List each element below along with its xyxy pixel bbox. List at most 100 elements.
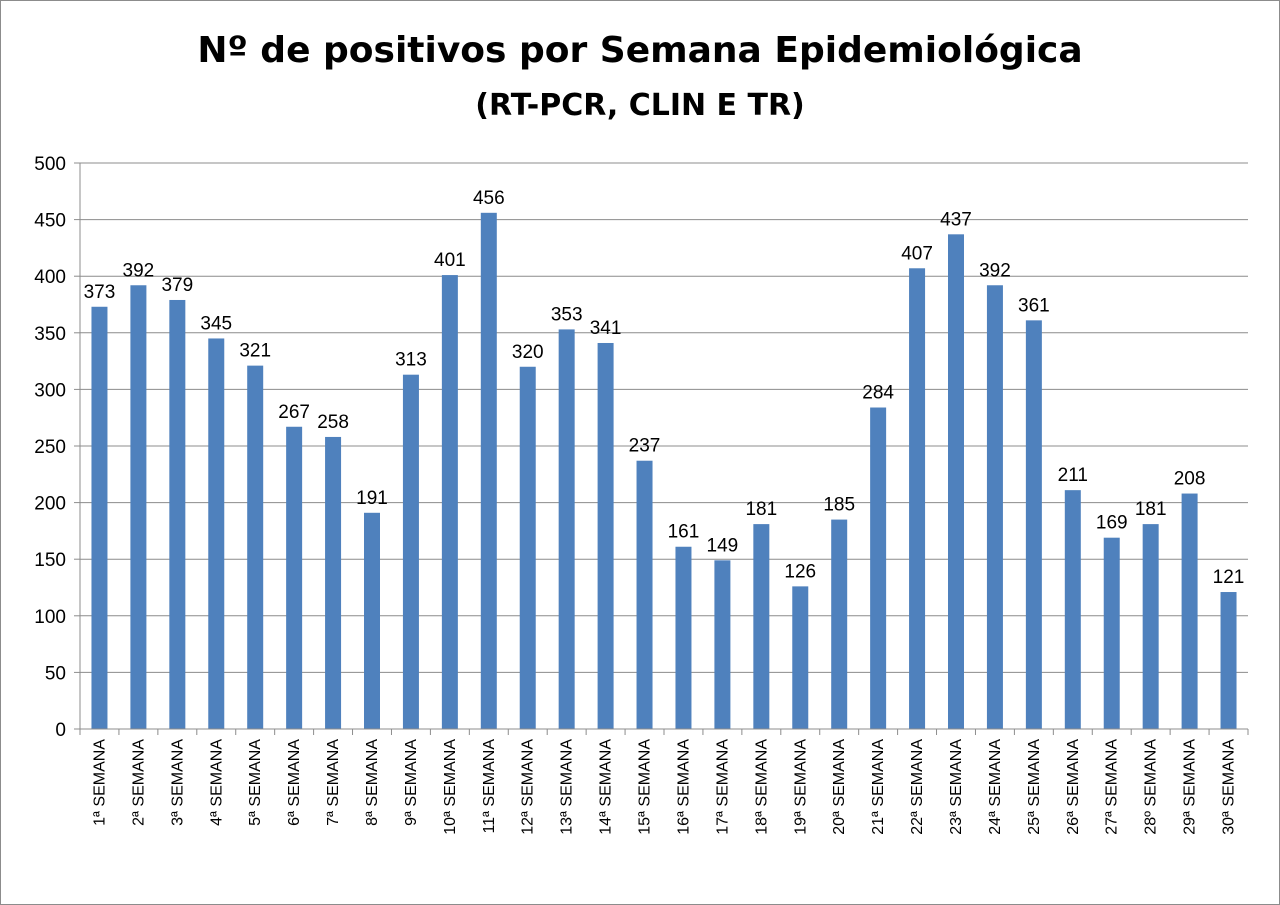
bar: [558, 329, 575, 729]
bar: [675, 546, 692, 729]
bar: [597, 342, 614, 729]
x-tick-label: 26ª SEMANA: [1065, 739, 1082, 835]
y-tick-label: 200: [34, 494, 66, 515]
x-tick-label: 8ª SEMANA: [364, 739, 381, 826]
data-label: 169: [1096, 513, 1128, 534]
bar: [208, 338, 225, 729]
data-label: 191: [356, 488, 388, 509]
x-tick-label: 25ª SEMANA: [1026, 739, 1043, 835]
y-tick-label: 100: [34, 607, 66, 628]
chart-title: Nº de positivos por Semana Epidemiológic…: [197, 30, 1083, 71]
y-tick-label: 500: [34, 154, 66, 175]
data-label: 401: [434, 250, 466, 271]
x-tick-label: 29ª SEMANA: [1182, 739, 1199, 835]
x-tick-label: 7ª SEMANA: [325, 739, 342, 826]
x-tick-label: 18ª SEMANA: [753, 739, 770, 835]
data-label: 149: [707, 535, 739, 556]
bar: [831, 519, 848, 729]
bar: [909, 268, 926, 729]
x-tick-label: 2ª SEMANA: [130, 739, 147, 826]
axes: [79, 163, 1248, 730]
bar: [519, 366, 536, 729]
y-tick-label: 350: [34, 324, 66, 345]
data-label: 161: [668, 522, 700, 543]
data-label: 361: [1018, 295, 1050, 316]
x-tick-label: 14ª SEMANA: [598, 739, 615, 835]
y-axis-ticks: 0 50 100 150 200 250 300 350 400 450 500: [34, 154, 80, 741]
x-tick-label: 11ª SEMANA: [481, 739, 498, 834]
data-label: 267: [278, 402, 310, 423]
bar: [286, 426, 303, 729]
chart-subtitle: (RT-PCR, CLIN E TR): [475, 88, 805, 123]
x-tick-label: 12ª SEMANA: [520, 739, 537, 835]
data-labels: 373 392 379 345 321 267 258 191 313 401 456 320 353 3…: [84, 188, 1245, 588]
data-label: 345: [200, 313, 232, 334]
bar: [1142, 524, 1159, 729]
data-label: 181: [1135, 499, 1167, 520]
data-label: 211: [1058, 465, 1088, 486]
data-label: 353: [551, 304, 583, 325]
bar: [792, 586, 809, 729]
x-tick-label: 23ª SEMANA: [948, 739, 965, 835]
data-label: 373: [84, 282, 116, 303]
x-tick-label: 17ª SEMANA: [714, 739, 731, 835]
x-tick-label: 1ª SEMANA: [91, 739, 108, 826]
data-label: 321: [239, 341, 271, 362]
data-label: 181: [745, 499, 777, 520]
gridlines: [80, 162, 1248, 673]
bar: [986, 285, 1003, 729]
data-label: 407: [901, 243, 933, 264]
data-label: 437: [940, 209, 972, 230]
data-label: 284: [862, 383, 894, 404]
bar: [480, 212, 497, 730]
bar: [402, 374, 419, 729]
data-label: 341: [590, 318, 622, 339]
x-tick-label: 21ª SEMANA: [870, 739, 887, 835]
bar: [441, 275, 458, 729]
x-tick-label: 6ª SEMANA: [286, 739, 303, 826]
x-tick-label: 28º SEMANA: [1143, 739, 1160, 835]
x-tick-label: 10ª SEMANA: [442, 739, 459, 835]
x-tick-label: 5ª SEMANA: [247, 739, 264, 826]
bar: [1103, 537, 1120, 729]
x-tick-label: 19ª SEMANA: [792, 739, 809, 835]
data-label: 392: [123, 260, 155, 281]
bar: [1025, 320, 1042, 729]
x-tick-label: 15ª SEMANA: [637, 739, 654, 835]
y-tick-label: 450: [34, 211, 66, 232]
x-axis-ticks: 1ª SEMANA 2ª SEMANA 3ª SEMANA 4ª SEMANA 5ª S…: [79, 729, 1249, 835]
y-tick-label: 50: [45, 663, 66, 684]
x-tick-label: 24ª SEMANA: [987, 739, 1004, 835]
data-label: 379: [161, 275, 193, 296]
bar: [325, 436, 342, 729]
bar: [1220, 592, 1237, 729]
x-tick-label: 20ª SEMANA: [831, 739, 848, 835]
data-label: 456: [473, 188, 505, 209]
x-tick-label: 3ª SEMANA: [169, 739, 186, 826]
data-label: 208: [1174, 469, 1206, 490]
data-label: 258: [317, 412, 349, 433]
bar: [714, 560, 731, 729]
bars: [91, 212, 1237, 730]
y-tick-label: 250: [34, 437, 66, 458]
y-tick-label: 300: [34, 380, 66, 401]
x-tick-label: 16ª SEMANA: [675, 739, 692, 835]
bar: [130, 285, 147, 729]
bar: [91, 306, 108, 729]
data-label: 313: [395, 350, 427, 371]
bar: [1181, 493, 1198, 729]
data-label: 392: [979, 260, 1011, 281]
data-label: 320: [512, 342, 544, 363]
y-tick-label: 400: [34, 267, 66, 288]
bar: [636, 460, 653, 729]
data-label: 185: [823, 495, 855, 516]
x-tick-label: 22ª SEMANA: [909, 739, 926, 835]
bar: [753, 524, 770, 729]
bar: [247, 365, 264, 729]
x-tick-label: 13ª SEMANA: [559, 739, 576, 835]
bar: [948, 234, 964, 730]
data-label: 126: [784, 561, 816, 582]
data-label: 237: [629, 436, 661, 457]
data-label: 121: [1213, 567, 1245, 588]
